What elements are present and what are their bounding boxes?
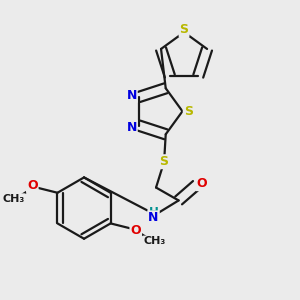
- Text: O: O: [130, 224, 141, 237]
- Text: S: S: [180, 23, 189, 36]
- Text: CH₃: CH₃: [2, 194, 25, 204]
- Text: O: O: [27, 179, 38, 192]
- Text: N: N: [126, 89, 137, 102]
- Text: O: O: [196, 177, 207, 190]
- Text: S: S: [184, 105, 193, 118]
- Text: N: N: [148, 212, 159, 224]
- Text: S: S: [160, 155, 169, 168]
- Text: N: N: [126, 121, 137, 134]
- Text: CH₃: CH₃: [143, 236, 166, 247]
- Text: H: H: [148, 206, 158, 219]
